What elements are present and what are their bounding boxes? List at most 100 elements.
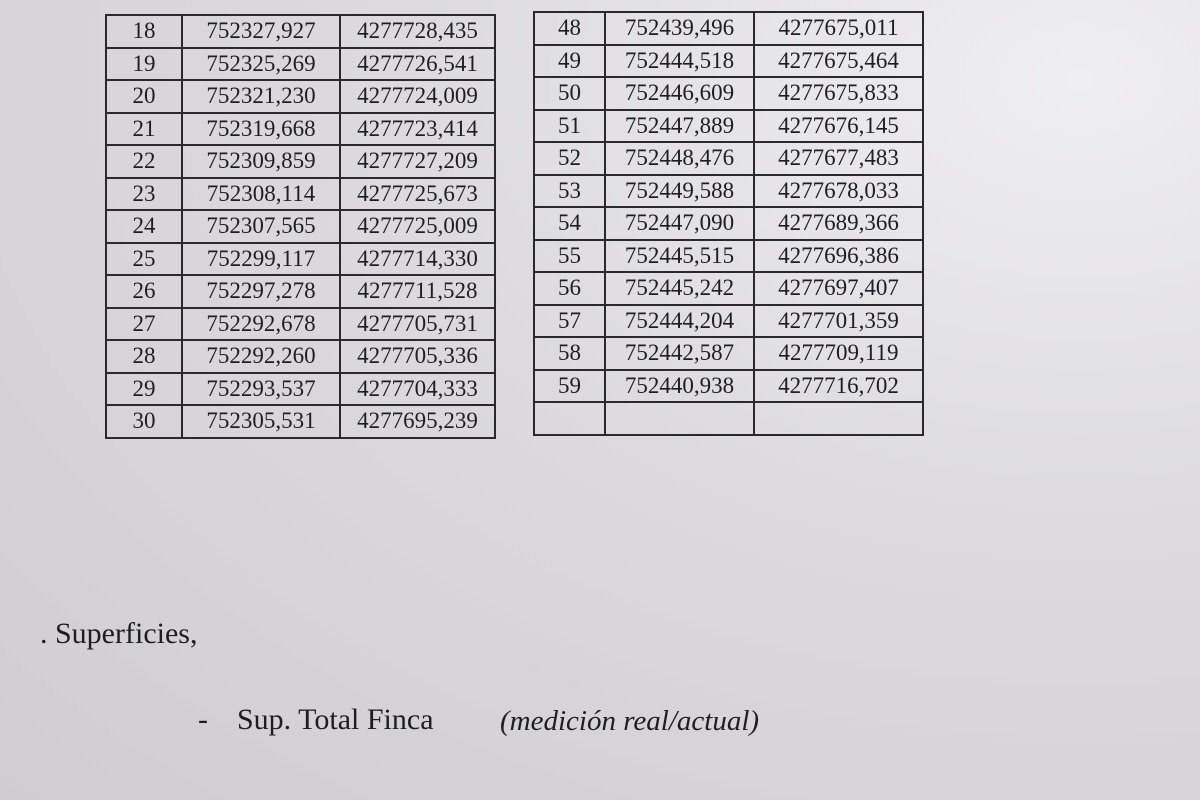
table-row: 56 752445,242 4277697,407 (533, 271, 924, 306)
table-cell: 752439,496 (604, 11, 755, 46)
empty-cell (604, 401, 755, 436)
table-cell: 52 (533, 141, 606, 176)
table-row: 52 752448,476 4277677,483 (533, 141, 924, 176)
table-cell: 752444,204 (604, 303, 755, 338)
table-cell: 4277727,209 (339, 144, 496, 179)
table-cell: 752292,678 (181, 306, 341, 341)
table-row: 53 752449,588 4277678,033 (533, 173, 924, 208)
table-row: 59 752440,938 4277716,702 (533, 368, 924, 403)
table-cell: 752307,565 (181, 209, 341, 244)
table-cell: 4277716,702 (753, 368, 924, 403)
table-row: 23 752308,114 4277725,673 (105, 176, 496, 211)
table-cell: 53 (533, 173, 606, 208)
table-cell: 752299,117 (181, 241, 341, 276)
table-row: 24 752307,565 4277725,009 (105, 209, 496, 244)
table-cell: 752319,668 (181, 111, 341, 146)
table-row: 57 752444,204 4277701,359 (533, 303, 924, 338)
table-cell: 48 (533, 11, 606, 46)
table-row: 50 752446,609 4277675,833 (533, 76, 924, 111)
table-row: 18 752327,927 4277728,435 (105, 14, 496, 49)
empty-row (533, 401, 924, 436)
table-cell: 24 (105, 209, 183, 244)
table-cell: 4277701,359 (753, 303, 924, 338)
table-cell: 29 (105, 371, 183, 406)
table-cell: 752327,927 (181, 14, 341, 49)
empty-cell (753, 401, 924, 436)
table-cell: 4277723,414 (339, 111, 496, 146)
section-title: . Superficies, (40, 617, 198, 650)
table-cell: 4277704,333 (339, 371, 496, 406)
table-cell: 752444,518 (604, 43, 755, 78)
table-row: 21 752319,668 4277723,414 (105, 111, 496, 146)
table-cell: 752446,609 (604, 76, 755, 111)
table-cell: 4277705,336 (339, 339, 496, 374)
table-cell: 49 (533, 43, 606, 78)
table-row: 48 752439,496 4277675,011 (533, 11, 924, 46)
table-row: 51 752447,889 4277676,145 (533, 108, 924, 143)
table-cell: 4277724,009 (339, 79, 496, 114)
table-cell: 4277675,833 (753, 76, 924, 111)
table-cell: 55 (533, 238, 606, 273)
table-cell: 25 (105, 241, 183, 276)
table-cell: 27 (105, 306, 183, 341)
table-cell: 752297,278 (181, 274, 341, 309)
table-cell: 4277697,407 (753, 271, 924, 306)
table-cell: 56 (533, 271, 606, 306)
empty-cell (533, 401, 606, 436)
table-cell: 4277728,435 (339, 14, 496, 49)
table-row: 22 752309,859 4277727,209 (105, 144, 496, 179)
table-row: 20 752321,230 4277724,009 (105, 79, 496, 114)
table-row: 28 752292,260 4277705,336 (105, 339, 496, 374)
table-row: 29 752293,537 4277704,333 (105, 371, 496, 406)
table-cell: 4277677,483 (753, 141, 924, 176)
table-cell: 51 (533, 108, 606, 143)
table-cell: 4277678,033 (753, 173, 924, 208)
item-note: (medición real/actual) (500, 705, 760, 737)
table-cell: 58 (533, 336, 606, 371)
item-label: Sup. Total Finca (237, 703, 434, 736)
table-row: 27 752292,678 4277705,731 (105, 306, 496, 341)
table-cell: 752448,476 (604, 141, 755, 176)
table-row: 19 752325,269 4277726,541 (105, 46, 496, 81)
table-cell: 22 (105, 144, 183, 179)
table-cell: 23 (105, 176, 183, 211)
table-cell: 19 (105, 46, 183, 81)
table-cell: 4277711,528 (339, 274, 496, 309)
table-cell: 4277714,330 (339, 241, 496, 276)
coordinates-table-left: 18 752327,927 4277728,435 19 752325,269 42777… (105, 14, 496, 439)
table-cell: 752445,242 (604, 271, 755, 306)
table-cell: 752293,537 (181, 371, 341, 406)
table-cell: 28 (105, 339, 183, 374)
table-cell: 4277676,145 (753, 108, 924, 143)
table-row: 25 752299,117 4277714,330 (105, 241, 496, 276)
table-cell: 752442,587 (604, 336, 755, 371)
table-cell: 57 (533, 303, 606, 338)
table-cell: 4277709,119 (753, 336, 924, 371)
table-row: 55 752445,515 4277696,386 (533, 238, 924, 273)
table-cell: 54 (533, 206, 606, 241)
table-cell: 21 (105, 111, 183, 146)
table-cell: 752305,531 (181, 404, 341, 439)
table-cell: 18 (105, 14, 183, 49)
table-cell: 4277689,366 (753, 206, 924, 241)
bullet: - (198, 703, 208, 736)
coordinates-table-right: 48 752439,496 4277675,011 49 752444,518 42776… (533, 11, 924, 436)
table-cell: 752321,230 (181, 79, 341, 114)
table-cell: 752440,938 (604, 368, 755, 403)
table-cell: 752447,090 (604, 206, 755, 241)
table-cell: 4277725,673 (339, 176, 496, 211)
table-cell: 4277675,464 (753, 43, 924, 78)
table-row: 49 752444,518 4277675,464 (533, 43, 924, 78)
table-row: 26 752297,278 4277711,528 (105, 274, 496, 309)
table-cell: 4277726,541 (339, 46, 496, 81)
table-cell: 752449,588 (604, 173, 755, 208)
table-cell: 59 (533, 368, 606, 403)
table-cell: 752308,114 (181, 176, 341, 211)
table-cell: 4277696,386 (753, 238, 924, 273)
table-cell: 752445,515 (604, 238, 755, 273)
table-cell: 752309,859 (181, 144, 341, 179)
table-cell: 4277695,239 (339, 404, 496, 439)
table-row: 54 752447,090 4277689,366 (533, 206, 924, 241)
table-cell: 752447,889 (604, 108, 755, 143)
